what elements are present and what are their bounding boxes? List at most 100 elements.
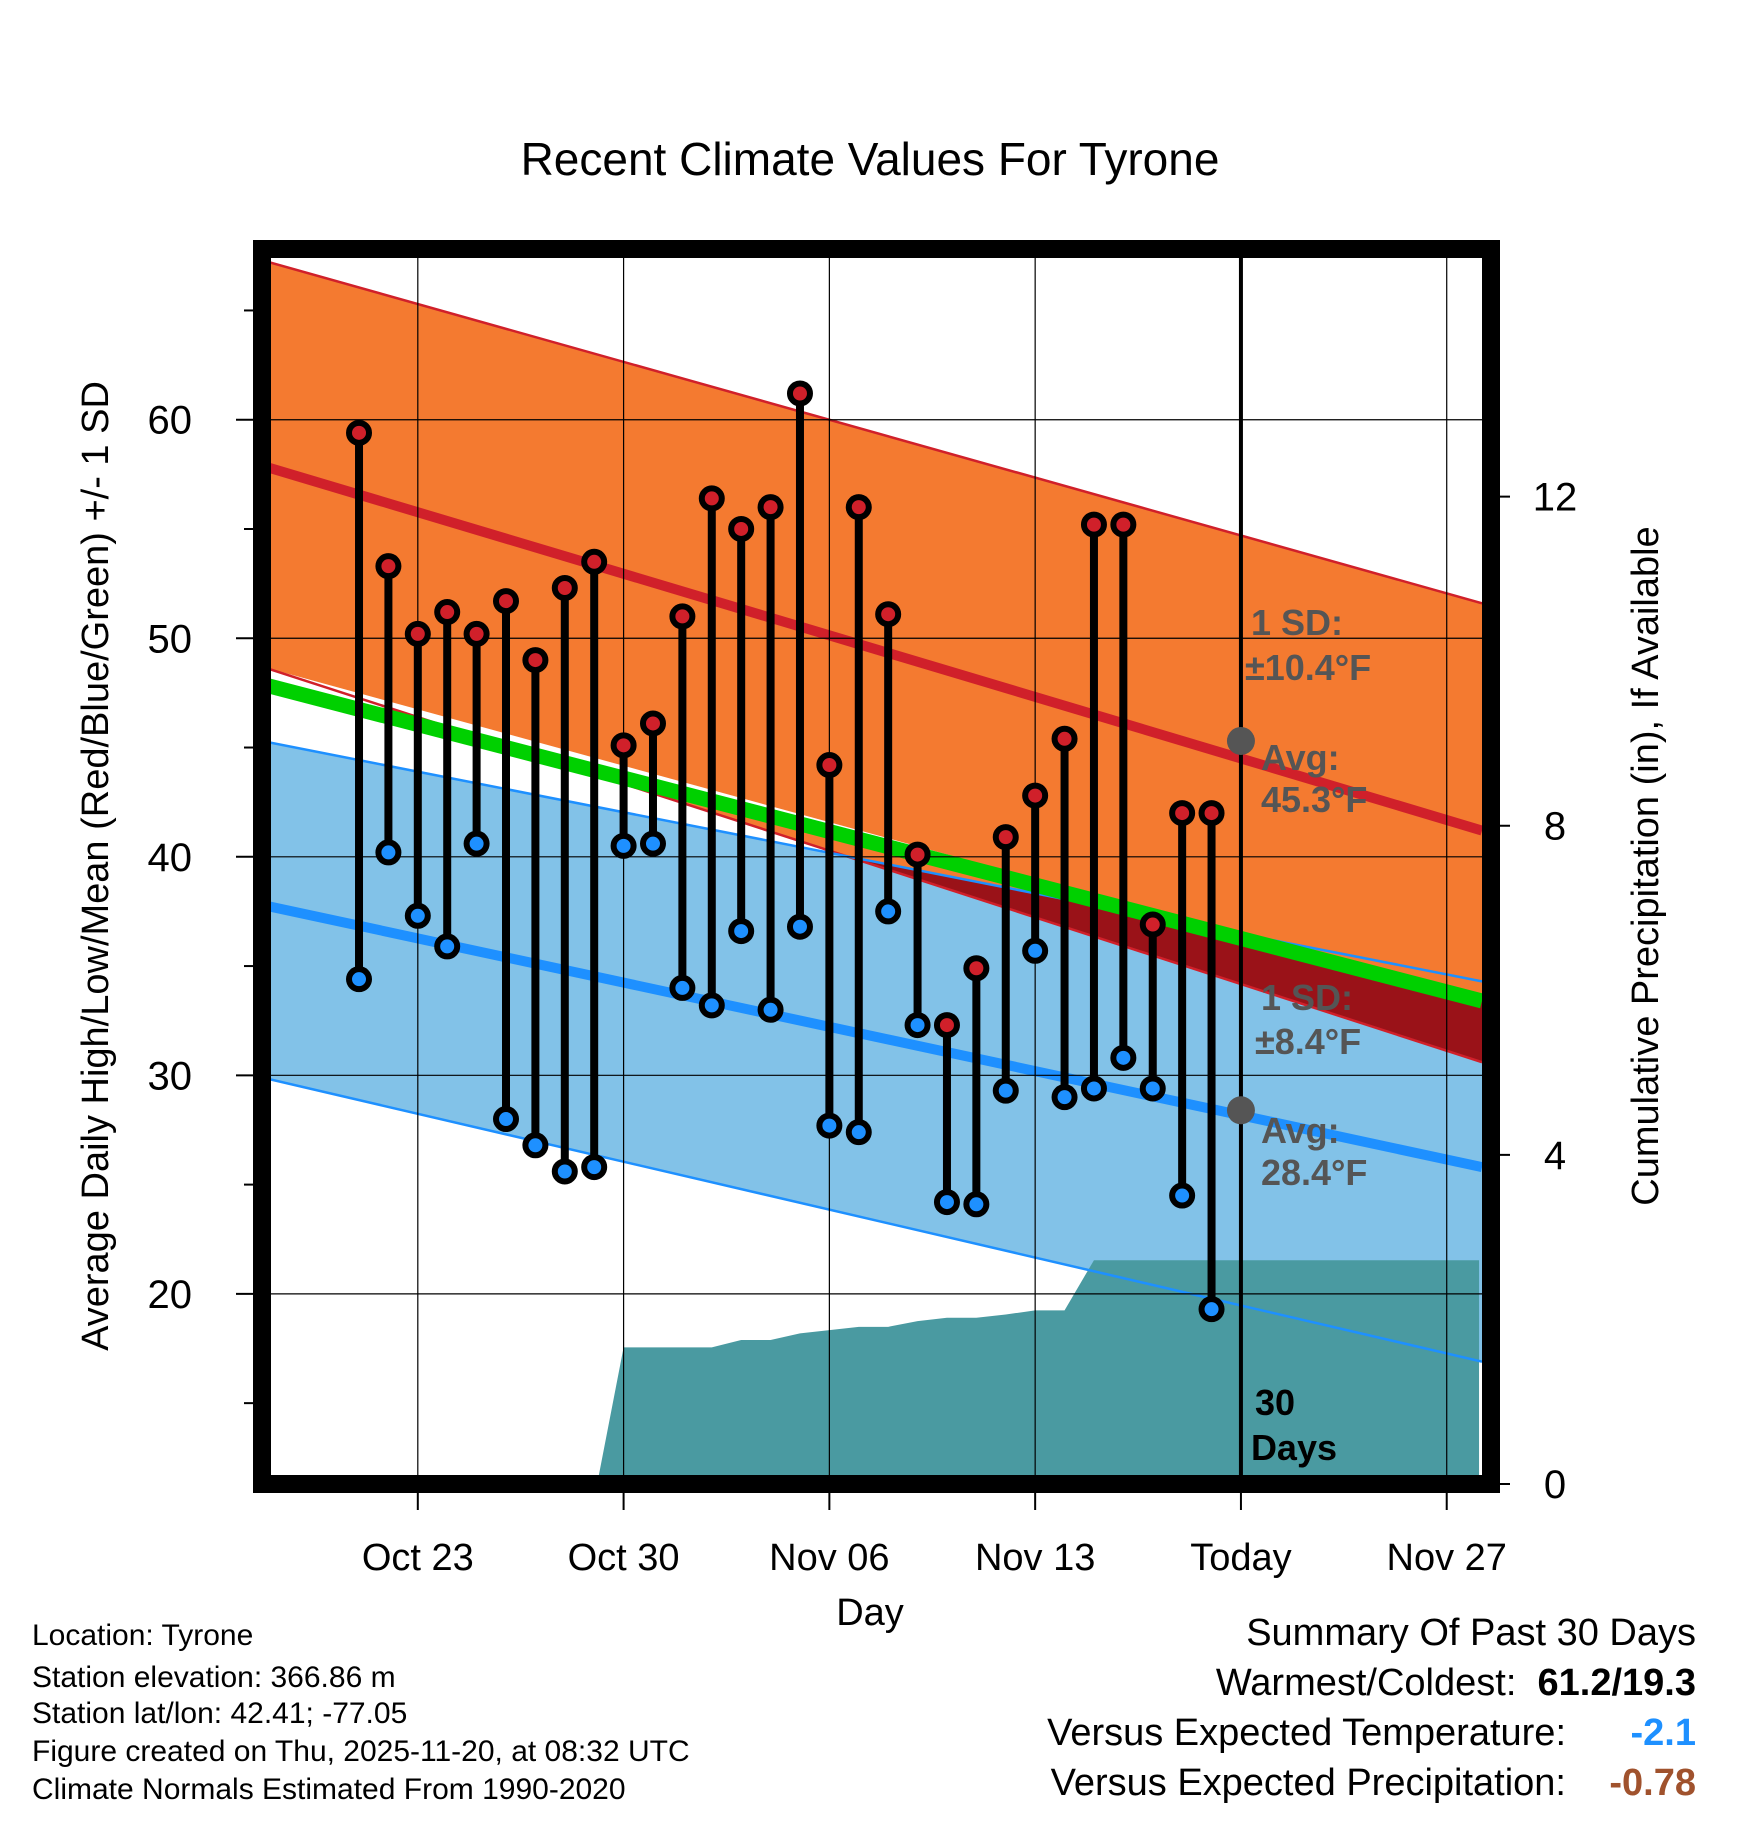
daily-low-point: [1110, 1044, 1137, 1071]
info-location: Location: Tyrone: [32, 1619, 254, 1652]
today-high-avg-dot: [1226, 726, 1255, 755]
low-sd-label: 1 SD:: [1261, 977, 1353, 1018]
warm-cold-value: 61.2/19.3: [1537, 1662, 1696, 1704]
daily-low-point: [786, 913, 813, 940]
daily-high-point: [875, 601, 902, 628]
daily-low-point: [493, 1106, 519, 1133]
daily-high-point: [933, 1012, 960, 1039]
precip-label: Versus Expected Precipitation:: [1050, 1762, 1566, 1804]
daily-high-point: [698, 485, 725, 512]
high-avg-label: Avg:: [1261, 737, 1340, 778]
warm-cold-label: Warmest/Coldest:: [1215, 1662, 1517, 1704]
temp-value: -2.1: [1630, 1712, 1696, 1754]
y-tick-label: 20: [148, 1273, 193, 1317]
daily-low-point: [551, 1158, 578, 1185]
info-elevation: Station elevation: 366.86 m: [32, 1661, 396, 1694]
info-created: Figure created on Thu, 2025-11-20, at 08…: [32, 1735, 690, 1768]
today-days-number: 30: [1255, 1382, 1295, 1423]
daily-low-point: [434, 933, 461, 960]
today-days-word: Days: [1251, 1427, 1337, 1468]
y-tick-label: 50: [148, 617, 193, 661]
daily-low-point: [1169, 1182, 1196, 1209]
daily-high-point: [1169, 800, 1196, 827]
daily-high-point: [669, 603, 696, 630]
daily-high-point: [639, 710, 666, 737]
daily-low-point: [375, 839, 402, 866]
daily-high-point: [1080, 511, 1107, 538]
daily-high-point: [992, 824, 1019, 851]
daily-high-point: [581, 548, 608, 575]
daily-high-point: [434, 599, 461, 626]
low-lower-line: [262, 1076, 1482, 1363]
high-upper-line: [262, 258, 1482, 605]
daily-high-point: [522, 647, 549, 674]
low-avg-line: [262, 899, 1482, 1173]
y-tick-label: 60: [148, 399, 193, 443]
mean-avg-line: [262, 676, 1482, 1009]
summary-warm-cold: Warmest/Coldest: 61.2/19.3: [1216, 1662, 1696, 1705]
daily-high-point: [728, 515, 755, 542]
daily-low-point: [669, 974, 696, 1001]
today-low-avg-dot: [1226, 1096, 1255, 1125]
daily-low-point: [698, 992, 725, 1019]
high-sd-value: ±10.4°F: [1245, 647, 1371, 688]
daily-high-point: [493, 588, 519, 615]
daily-low-point: [1198, 1296, 1225, 1323]
high-avg-value: 45.3°F: [1261, 779, 1367, 820]
daily-high-point: [1110, 511, 1137, 538]
daily-high-point: [375, 553, 402, 580]
daily-high-point: [1051, 725, 1078, 752]
y2-tick-label: 8: [1544, 805, 1566, 849]
x-tick-label: Oct 23: [362, 1537, 474, 1579]
x-axis-label: Day: [836, 1592, 904, 1634]
info-normals: Climate Normals Estimated From 1990-2020: [32, 1773, 626, 1806]
daily-high-point: [786, 380, 813, 407]
summary-temp: Versus Expected Temperature: -2.1: [1047, 1712, 1696, 1755]
daily-low-point: [346, 966, 373, 993]
daily-low-point: [904, 1012, 931, 1039]
daily-high-point: [551, 574, 578, 601]
daily-low-point: [1022, 937, 1049, 964]
high-sd-label: 1 SD:: [1251, 602, 1343, 643]
daily-high-point: [404, 620, 431, 647]
daily-low-point: [1139, 1075, 1166, 1102]
daily-low-point: [757, 996, 784, 1023]
daily-low-point: [1051, 1084, 1078, 1111]
daily-low-point: [933, 1189, 960, 1216]
daily-low-point: [728, 918, 755, 945]
chart-title: Recent Climate Values For Tyrone: [521, 133, 1220, 185]
daily-high-point: [816, 752, 843, 779]
daily-high-point: [904, 841, 931, 868]
daily-high-point: [610, 732, 637, 759]
x-tick-label: Nov 06: [769, 1537, 889, 1579]
temp-label: Versus Expected Temperature:: [1047, 1712, 1566, 1754]
y2-tick-label: 0: [1544, 1463, 1566, 1507]
y2-axis-label: Cumulative Precipitation (in), If Availa…: [1625, 526, 1667, 1205]
x-tick-label: Nov 13: [975, 1537, 1095, 1579]
x-tick-label: Today: [1190, 1537, 1291, 1579]
summary-precip: Versus Expected Precipitation: -0.78: [1051, 1762, 1696, 1805]
y-tick-label: 40: [148, 836, 193, 880]
daily-low-point: [845, 1119, 872, 1146]
x-tick-label: Oct 30: [568, 1537, 680, 1579]
daily-high-point: [845, 494, 872, 521]
daily-low-point: [992, 1077, 1019, 1104]
daily-low-point: [1080, 1075, 1107, 1102]
daily-low-point: [875, 898, 902, 925]
daily-high-point: [757, 494, 784, 521]
low-sd-value: ±8.4°F: [1255, 1021, 1361, 1062]
daily-low-point: [963, 1191, 990, 1218]
high-avg-line: [262, 460, 1482, 836]
plot-frame: [253, 240, 1500, 1493]
daily-high-point: [463, 620, 490, 647]
daily-low-point: [463, 830, 490, 857]
low-avg-value: 28.4°F: [1261, 1152, 1367, 1193]
y-axis-label: Average Daily High/Low/Mean (Red/Blue/Gr…: [75, 381, 117, 1351]
low-avg-label: Avg:: [1261, 1110, 1340, 1151]
daily-low-point: [610, 832, 637, 859]
y2-tick-label: 12: [1533, 476, 1578, 520]
daily-high-point: [963, 955, 990, 982]
daily-low-point: [404, 902, 431, 929]
daily-low-point: [816, 1112, 843, 1139]
